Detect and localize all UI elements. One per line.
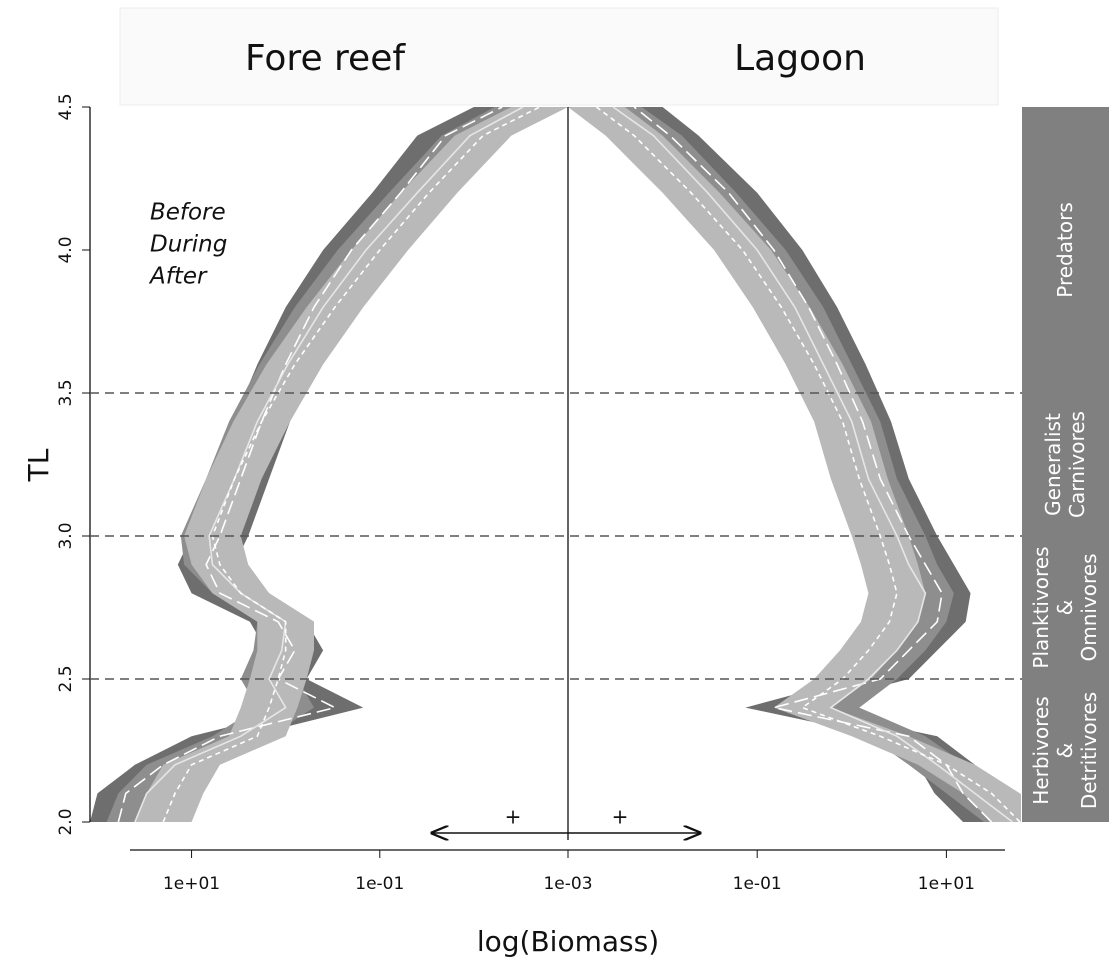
legend-label: After [148,264,208,290]
legend-label: During [150,232,227,258]
median-line [162,106,541,823]
group-label: GeneralistCarnivores [1041,411,1089,518]
y-tick-label: 2.5 [56,665,76,692]
arrow-label: + [612,805,629,829]
group-band [1022,393,1109,536]
group-label-line: & [1053,600,1077,616]
group-label-line: Carnivores [1065,411,1089,518]
x-tick-label: 1e-01 [733,874,782,894]
group-band [1022,107,1109,393]
median-line [612,106,1013,823]
median-line [117,106,503,823]
plot-area [90,106,1021,823]
panel-data [90,106,568,823]
x-tick-label: 1e-01 [355,874,404,894]
group-label-line: Herbivores [1029,696,1053,804]
group-label-line: Detritivores [1077,692,1101,809]
median-line [633,106,993,823]
group-label: Planktivores&Omnivores [1029,546,1101,668]
median-line [595,106,1021,823]
legend-label: Before [150,200,226,226]
y-tick-label: 2.0 [56,808,76,835]
group-band [1022,536,1109,679]
panel-title: Fore reef [245,38,406,79]
x-axis-label: log(Biomass) [477,925,659,958]
y-tick-label: 3.5 [56,379,76,406]
group-label-line: Predators [1053,202,1077,297]
group-label-line: Omnivores [1077,553,1101,661]
panel-title: Lagoon [734,38,866,79]
y-axis-label: TL [22,448,55,482]
band [584,107,1021,822]
group-label-line: Planktivores [1029,546,1053,668]
panel-data [568,106,1021,823]
group-band [1022,679,1109,822]
group-label-line: Generalist [1041,413,1065,516]
arrow-label: + [505,805,522,829]
y-tick-label: 4.5 [56,93,76,120]
x-tick-label: 1e+01 [918,874,975,894]
title-box [119,7,999,106]
median-line [134,106,524,823]
group-label: Predators [1053,202,1077,297]
group-label-line: & [1053,743,1077,759]
x-tick-label: 1e-03 [543,874,592,894]
group-label: Herbivores&Detritivores [1029,692,1101,809]
y-tick-label: 3.0 [56,522,76,549]
y-tick-label: 4.0 [56,236,76,263]
x-tick-label: 1e+01 [163,874,220,894]
